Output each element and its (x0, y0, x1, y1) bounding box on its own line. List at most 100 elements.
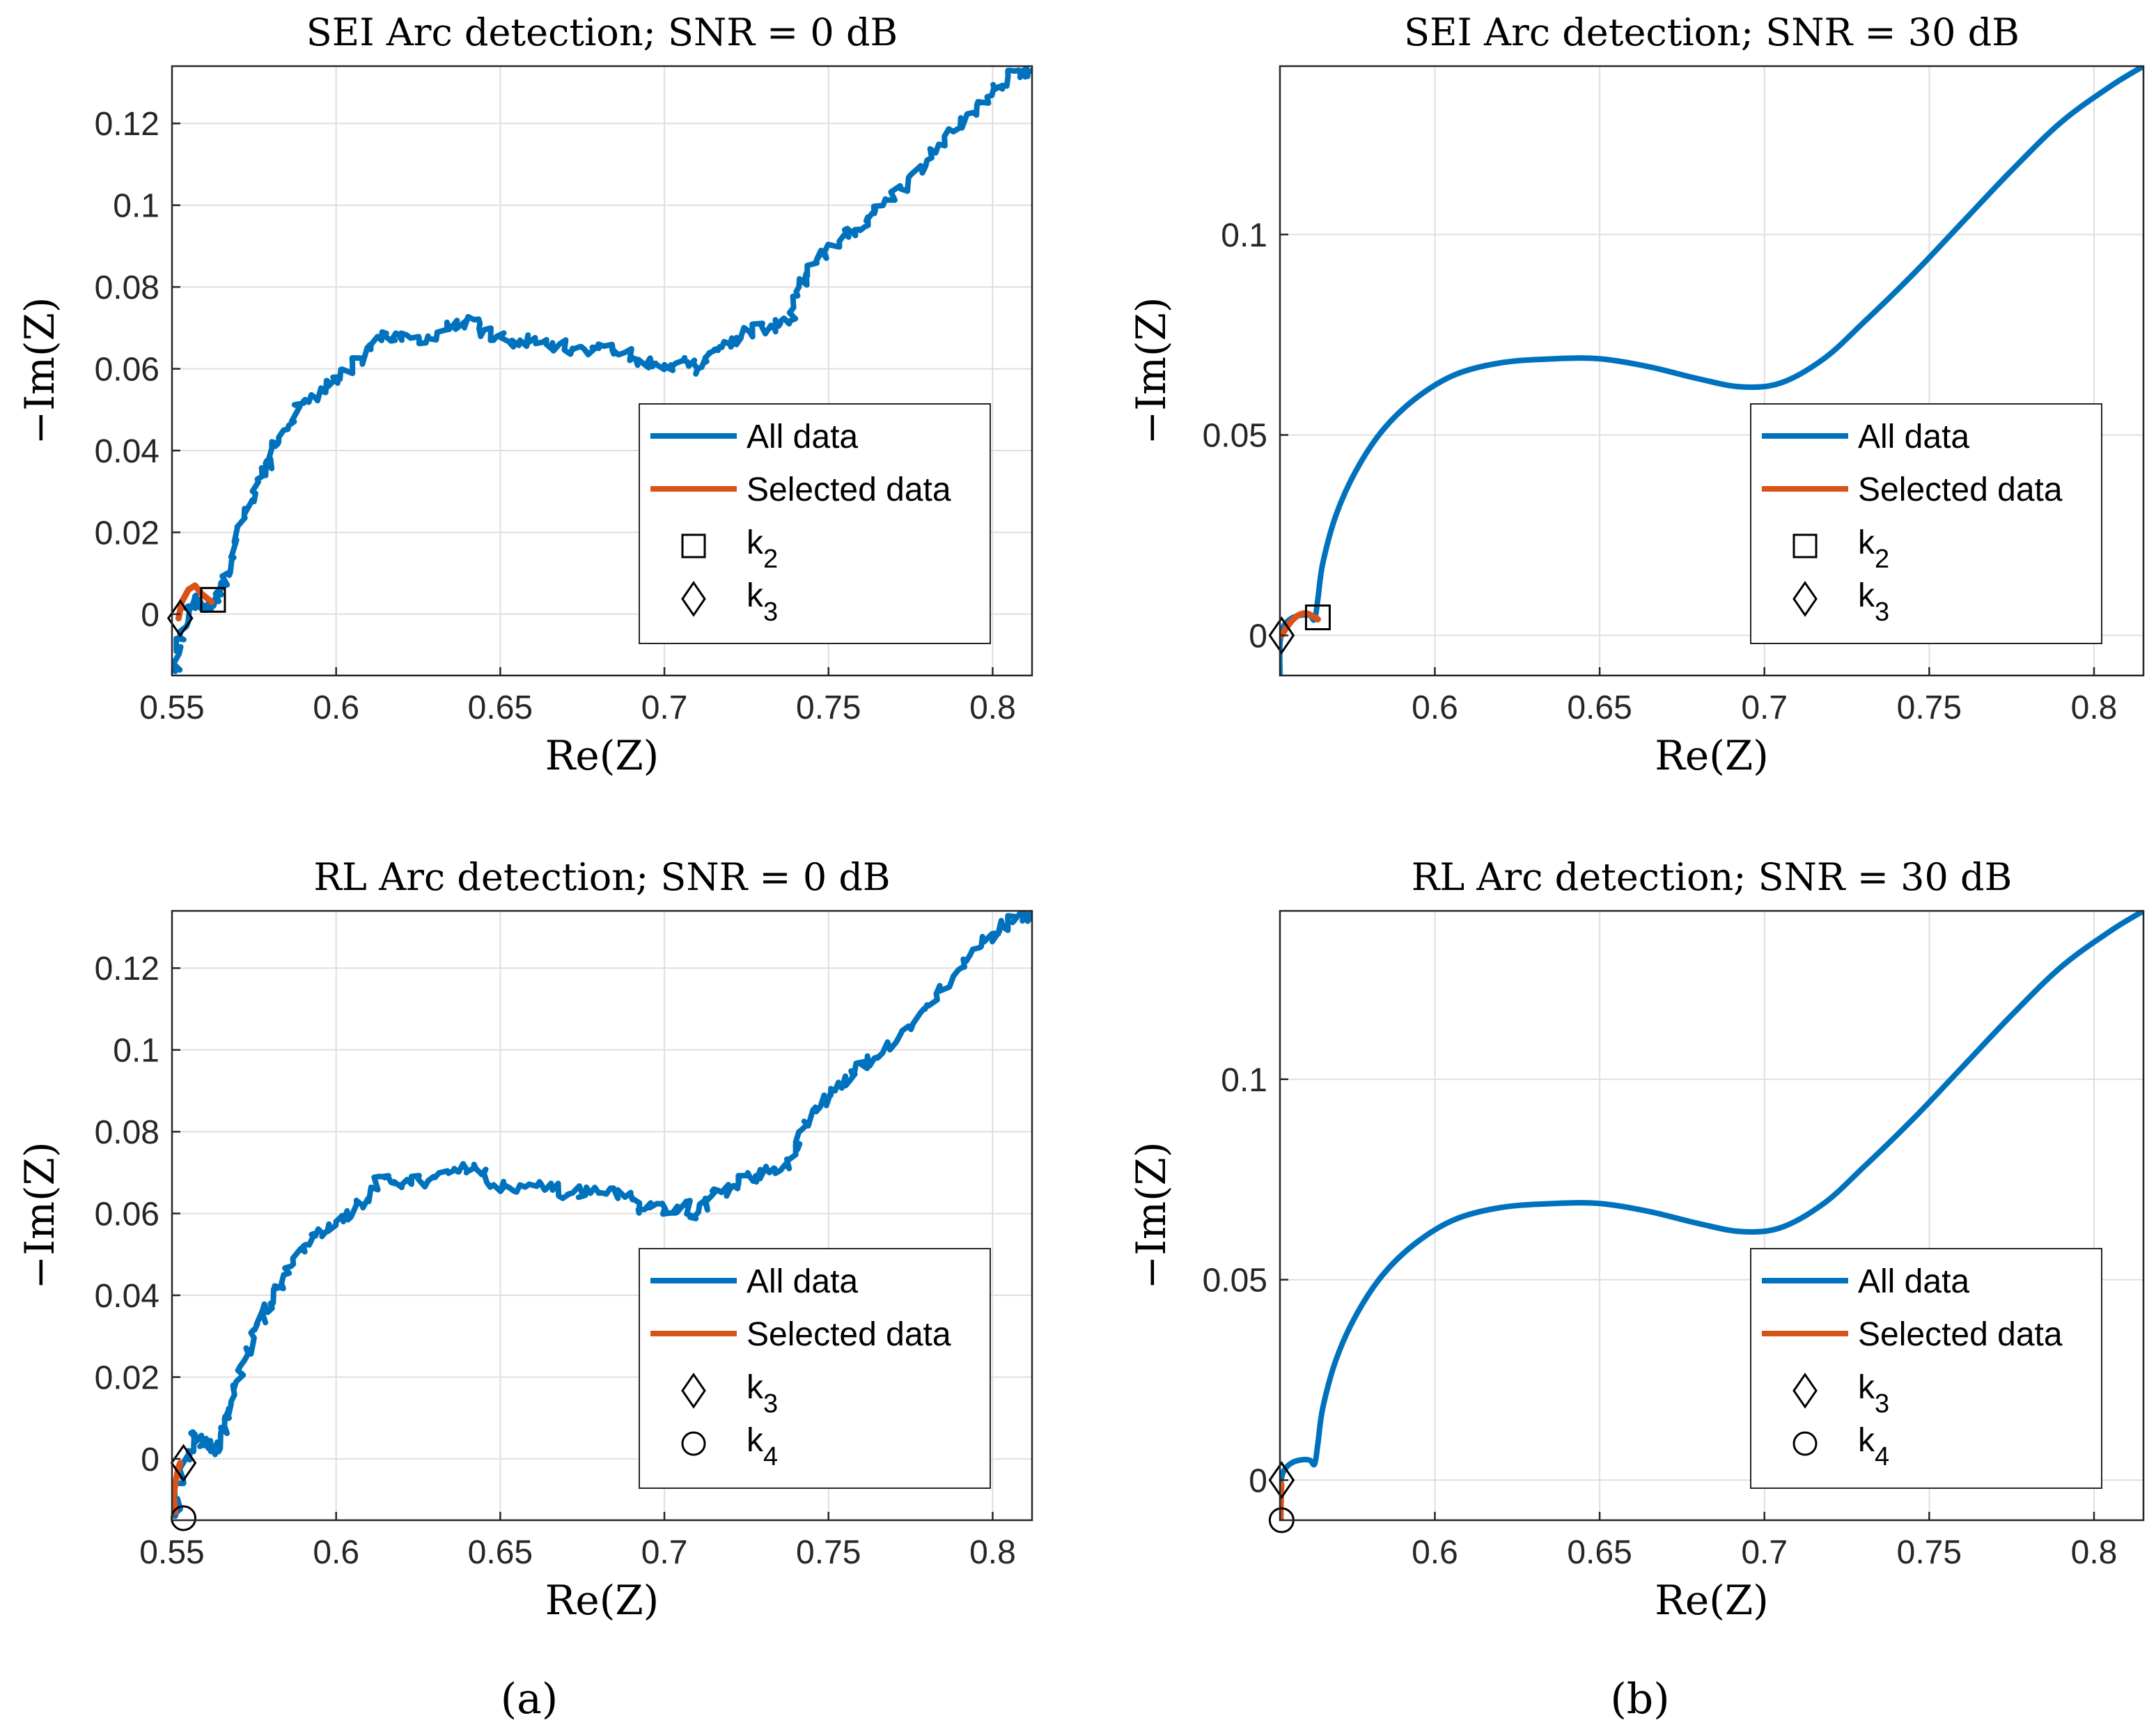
xtick-label-0-55: 0.55 (139, 689, 204, 726)
legend-marker-diamond (1792, 1373, 1818, 1409)
xtick-label-0-75: 0.75 (1897, 1534, 1962, 1571)
xtick-label-0-6: 0.6 (1412, 689, 1458, 726)
legend-marker-diamond (681, 581, 706, 617)
y-axis-label: −Im(Z) (16, 297, 63, 444)
series-line-all (172, 66, 1032, 675)
x-axis-label: Re(Z) (1655, 1577, 1769, 1624)
ytick-label-0-08: 0.08 (95, 1114, 159, 1151)
y-axis-label: −Im(Z) (1127, 1141, 1175, 1289)
xtick-label-0-55: 0.55 (139, 1534, 204, 1571)
legend-box (639, 1248, 991, 1489)
grid-lines (171, 66, 1032, 675)
ytick-label-0-02: 0.02 (95, 1359, 159, 1396)
ytick-label-0: 0 (1249, 618, 1267, 655)
ytick-label-0-02: 0.02 (95, 515, 159, 552)
ytick-label-0-05: 0.05 (1203, 418, 1267, 455)
caption-b: (b) (1610, 1675, 1669, 1724)
ytick-label-0-1: 0.1 (1221, 217, 1267, 254)
legend-label: Selected data (1858, 471, 2063, 508)
series-line-selected (175, 582, 215, 622)
tick-labels: 0.6 0.65 0.7 0.75 0.8 0 0.05 0.1 (1203, 1062, 2118, 1571)
ytick-label-0-1: 0.1 (113, 1033, 159, 1070)
legend-subscript: 4 (1875, 1442, 1889, 1471)
xtick-label-0-8: 0.8 (2071, 1534, 2118, 1571)
xtick-label-0-7: 0.7 (641, 689, 688, 726)
series-line-all (172, 911, 1032, 1520)
ytick-label-0-1: 0.1 (1221, 1062, 1267, 1099)
legend-subscript: 3 (763, 597, 778, 627)
axes-box (171, 909, 1033, 1522)
xtick-label-0-6: 0.6 (313, 1534, 359, 1571)
legend-label: Selected data (747, 1316, 951, 1353)
chart-title: RL Arc detection; SNR = 0 dB (313, 855, 890, 899)
marker-square (1304, 604, 1331, 631)
axes-box (171, 65, 1033, 677)
legend-box (1750, 1248, 2102, 1489)
legend-label: All data (1858, 1263, 1969, 1300)
chart-panel-4: 0.6 0.65 0.7 0.75 0.8 0 0.05 0.1 RL Arc detectio… (1127, 855, 2145, 1624)
legend-marker-square (1792, 533, 1818, 559)
legend-subscript: 3 (1875, 597, 1889, 627)
legend-label: All data (747, 419, 858, 455)
marker-diamond (170, 1444, 197, 1483)
legend-subscript: 2 (763, 545, 778, 574)
legend-marker-circle (1792, 1431, 1818, 1456)
ytick-label-0-06: 0.06 (95, 352, 159, 389)
ytick-label-0-12: 0.12 (95, 951, 159, 987)
caption-a: (a) (501, 1675, 558, 1724)
xtick-label-0-65: 0.65 (1567, 1534, 1632, 1571)
xtick-label-0-75: 0.75 (796, 689, 861, 726)
ytick-label-0-06: 0.06 (95, 1196, 159, 1233)
xtick-label-0-7: 0.7 (641, 1534, 688, 1571)
xtick-label-0-65: 0.65 (1567, 689, 1632, 726)
series-line-all (1280, 911, 2143, 1520)
chart-panel-2: 0.6 0.65 0.7 0.75 0.8 0 0.05 0.1 SEI Arc detecti… (1127, 10, 2145, 779)
ytick-label-0-1: 0.1 (113, 188, 159, 225)
xtick-label-0-6: 0.6 (313, 689, 359, 726)
x-axis-label: Re(Z) (545, 732, 659, 779)
legend-marker-circle (681, 1431, 706, 1456)
marker-diamond (1268, 1461, 1295, 1499)
legend-subscript: 3 (763, 1389, 778, 1419)
legend-box (1750, 403, 2102, 644)
legend-subscript: 3 (1875, 1389, 1889, 1419)
legend-subscript: 4 (763, 1442, 778, 1471)
axes-box (1279, 65, 2145, 677)
ytick-label-0-08: 0.08 (95, 270, 159, 306)
xtick-label-0-75: 0.75 (796, 1534, 861, 1571)
series-line-selected (1280, 610, 1321, 639)
legend-marker-square (681, 533, 706, 559)
xtick-label-0-7: 0.7 (1741, 1534, 1788, 1571)
xtick-label-0-65: 0.65 (468, 689, 533, 726)
caption-a-text: (a) (501, 1675, 558, 1724)
xtick-label-0-8: 0.8 (969, 1534, 1016, 1571)
ytick-label-0: 0 (141, 1442, 159, 1478)
axes-box (1279, 909, 2145, 1522)
chart-title: RL Arc detection; SNR = 30 dB (1412, 855, 2013, 899)
legend-marker-diamond (681, 1373, 706, 1409)
series-group (172, 66, 1032, 675)
xtick-label-0-7: 0.7 (1741, 689, 1788, 726)
series-line-selected (172, 1460, 184, 1515)
legend-subscript: 2 (1875, 545, 1889, 574)
ytick-label-0-04: 0.04 (95, 1278, 159, 1315)
xtick-label-0-8: 0.8 (969, 689, 1016, 726)
marker-diamond (1268, 616, 1295, 655)
chart-panel-3: 0.55 0.6 0.65 0.7 0.75 0.8 0 0.02 0.04 0.06 0.08 0.… (16, 855, 1033, 1624)
caption-b-text: (b) (1610, 1675, 1669, 1724)
ytick-label-0-05: 0.05 (1203, 1263, 1267, 1299)
tick-labels: 0.55 0.6 0.65 0.7 0.75 0.8 0 0.02 0.04 0.06 0.08 0.… (95, 106, 1016, 726)
ytick-label-0: 0 (141, 597, 159, 634)
chart-panel-1: 0.55 0.6 0.65 0.7 0.75 0.8 0 0.02 0.04 0.06 0.08 0.… (16, 10, 1033, 779)
ytick-label-0-04: 0.04 (95, 433, 159, 470)
chart-title: SEI Arc detection; SNR = 0 dB (306, 10, 898, 54)
x-axis-label: Re(Z) (1655, 732, 1769, 779)
series-group (172, 911, 1032, 1520)
tick-labels: 0.6 0.65 0.7 0.75 0.8 0 0.05 0.1 (1203, 217, 2118, 726)
legend-label: All data (747, 1263, 858, 1300)
legend-marker-diamond (1792, 581, 1818, 617)
